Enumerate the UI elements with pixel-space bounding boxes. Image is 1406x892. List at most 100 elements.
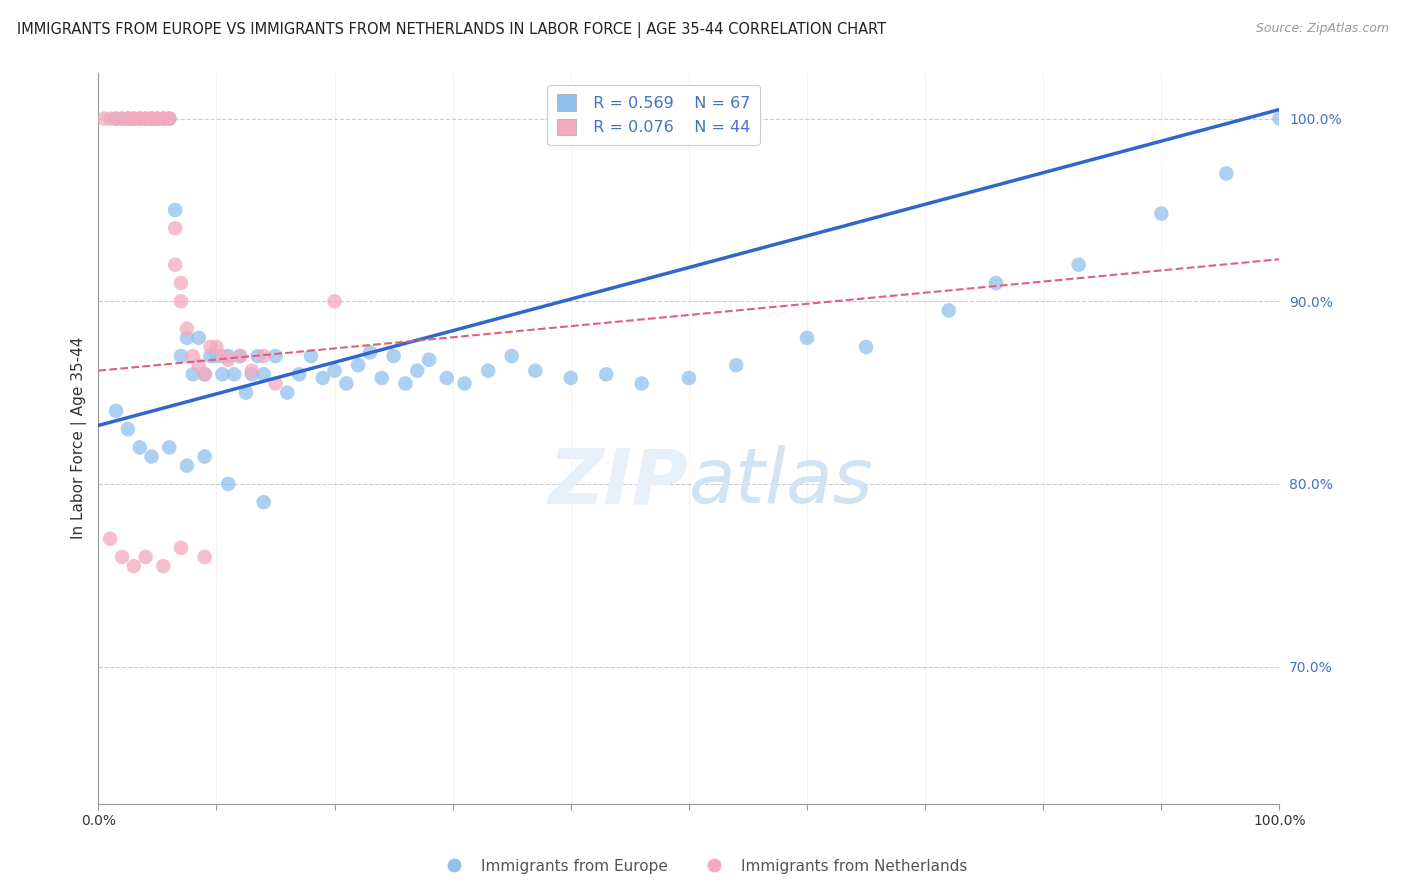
Point <box>187 331 209 345</box>
Point <box>436 371 458 385</box>
Point <box>194 450 217 464</box>
Point <box>157 112 180 126</box>
Point <box>253 495 276 509</box>
Point <box>524 364 547 378</box>
Point <box>176 321 198 335</box>
Point <box>347 358 370 372</box>
Point <box>157 112 180 126</box>
Point <box>984 276 1007 290</box>
Point <box>224 368 246 382</box>
Point <box>796 331 818 345</box>
Point <box>323 294 346 309</box>
Point <box>98 532 121 546</box>
Point <box>128 441 150 455</box>
Point <box>264 349 287 363</box>
Point <box>170 276 193 290</box>
Point <box>938 303 960 318</box>
Point <box>146 112 169 126</box>
Point <box>501 349 523 363</box>
Text: Source: ZipAtlas.com: Source: ZipAtlas.com <box>1256 22 1389 36</box>
Point <box>141 450 163 464</box>
Point <box>146 112 169 126</box>
Text: atlas: atlas <box>689 445 873 519</box>
Point <box>276 385 298 400</box>
Point <box>205 349 228 363</box>
Point <box>122 559 145 574</box>
Point <box>122 112 145 126</box>
Point <box>382 349 405 363</box>
Point <box>253 349 276 363</box>
Point <box>176 458 198 473</box>
Point <box>678 371 700 385</box>
Point <box>288 368 311 382</box>
Point <box>264 376 287 391</box>
Point <box>323 364 346 378</box>
Point <box>312 371 335 385</box>
Point <box>152 112 174 126</box>
Point <box>217 349 239 363</box>
Point <box>111 549 134 564</box>
Point <box>135 112 157 126</box>
Point <box>141 112 163 126</box>
Point <box>406 364 429 378</box>
Point <box>135 112 157 126</box>
Point <box>157 441 180 455</box>
Point <box>128 112 150 126</box>
Point <box>141 112 163 126</box>
Point <box>152 112 174 126</box>
Point <box>146 112 169 126</box>
Point <box>111 112 134 126</box>
Point <box>359 345 381 359</box>
Point <box>453 376 475 391</box>
Point <box>229 349 252 363</box>
Point <box>240 368 263 382</box>
Point <box>240 364 263 378</box>
Point <box>371 371 394 385</box>
Point <box>181 368 204 382</box>
Point <box>165 258 187 272</box>
Point <box>135 549 157 564</box>
Point <box>194 549 217 564</box>
Point <box>165 202 187 217</box>
Point <box>200 349 222 363</box>
Point <box>117 112 139 126</box>
Point <box>394 376 416 391</box>
Point <box>157 112 180 126</box>
Point <box>418 352 440 367</box>
Point <box>477 364 499 378</box>
Point <box>135 112 157 126</box>
Point <box>246 349 269 363</box>
Point <box>170 349 193 363</box>
Y-axis label: In Labor Force | Age 35-44: In Labor Force | Age 35-44 <box>72 337 87 540</box>
Point <box>152 112 174 126</box>
Point <box>98 112 121 126</box>
Point <box>181 349 204 363</box>
Point <box>253 368 276 382</box>
Point <box>105 404 128 418</box>
Point <box>229 349 252 363</box>
Point <box>128 112 150 126</box>
Point <box>194 368 217 382</box>
Point <box>235 385 257 400</box>
Point <box>152 559 174 574</box>
Point <box>93 112 115 126</box>
Point <box>855 340 877 354</box>
Point <box>217 352 239 367</box>
Point <box>105 112 128 126</box>
Point <box>630 376 652 391</box>
Point <box>211 368 233 382</box>
Text: ZIP: ZIP <box>550 445 689 519</box>
Point <box>105 112 128 126</box>
Text: IMMIGRANTS FROM EUROPE VS IMMIGRANTS FROM NETHERLANDS IN LABOR FORCE | AGE 35-44: IMMIGRANTS FROM EUROPE VS IMMIGRANTS FRO… <box>17 22 886 38</box>
Point <box>187 358 209 372</box>
Point <box>165 221 187 235</box>
Point <box>176 331 198 345</box>
Legend: Immigrants from Europe, Immigrants from Netherlands: Immigrants from Europe, Immigrants from … <box>432 853 974 880</box>
Point <box>122 112 145 126</box>
Point <box>217 477 239 491</box>
Point <box>200 340 222 354</box>
Point <box>194 368 217 382</box>
Point <box>211 349 233 363</box>
Point <box>1215 166 1237 180</box>
Point <box>560 371 582 385</box>
